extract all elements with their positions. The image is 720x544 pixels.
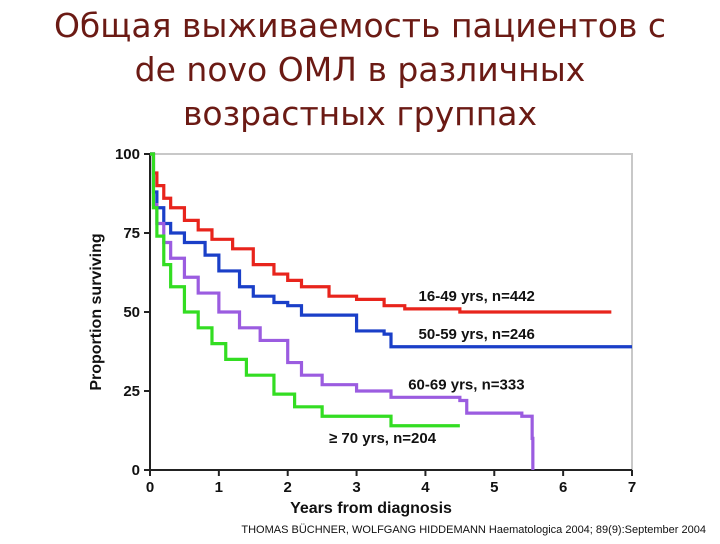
x-tick-label: 5 (490, 479, 498, 496)
x-tick-label: 4 (421, 479, 430, 496)
x-tick-label: 3 (352, 479, 360, 496)
x-axis-label: Years from diagnosis (290, 500, 452, 517)
series-label-3: 60-69 yrs, n=333 (408, 376, 524, 393)
series-line-3 (150, 152, 535, 470)
y-tick-label: 0 (132, 462, 140, 479)
series-label-1: 16-49 yrs, n=442 (419, 288, 535, 305)
citation: THOMAS BÜCHNER, WOLFGANG HIDDEMANN Haema… (241, 524, 706, 536)
y-tick-label: 100 (115, 146, 140, 163)
x-tick-label: 2 (284, 479, 292, 496)
slide-title: Общая выживаемость пациентов с de novo О… (10, 4, 710, 136)
x-tick-label: 7 (628, 479, 636, 496)
y-tick-label: 25 (123, 383, 140, 400)
title-line-1: Общая выживаемость пациентов с (53, 6, 667, 45)
series-line-2 (150, 152, 632, 349)
y-tick-label: 75 (123, 225, 140, 242)
title-line-3: возрастных группах (182, 94, 538, 133)
x-tick-label: 6 (559, 479, 567, 496)
series-line-1 (150, 152, 612, 314)
series-label-2: 50-59 yrs, n=246 (419, 326, 535, 343)
series-line-4 (150, 152, 460, 428)
y-axis-label: Proportion surviving (88, 233, 105, 390)
x-tick-label: 0 (146, 479, 154, 496)
x-tick-label: 1 (215, 479, 223, 496)
title-line-2: de novo ОМЛ в различных (134, 50, 586, 89)
series-label-4: ≥ 70 yrs, n=204 (329, 430, 437, 447)
y-tick-label: 50 (123, 304, 140, 321)
